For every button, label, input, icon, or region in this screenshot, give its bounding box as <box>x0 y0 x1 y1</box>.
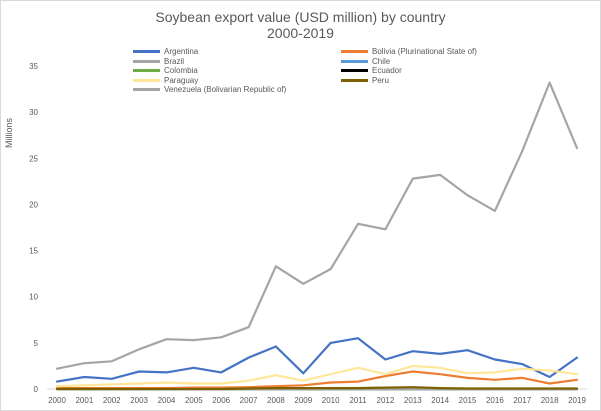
x-tick-label: 2009 <box>294 396 312 405</box>
legend-label: Colombia <box>164 66 198 75</box>
x-tick-label: 2010 <box>322 396 340 405</box>
y-tick-label: 10 <box>29 293 38 302</box>
x-tick-label: 2002 <box>103 396 121 405</box>
legend-item: Bolivia (Plurinational State of) <box>341 46 477 57</box>
y-tick-label: 5 <box>34 339 39 348</box>
legend-swatch <box>341 69 368 72</box>
x-tick-label: 2017 <box>513 396 531 405</box>
legend-item: Peru <box>341 75 389 86</box>
y-tick-label: 25 <box>29 154 38 163</box>
series-line-paraguay <box>55 364 579 388</box>
legend-swatch <box>133 50 160 53</box>
legend-item: Brazil <box>133 56 184 67</box>
legend-label: Paraguay <box>164 75 199 85</box>
legend-swatch <box>341 78 368 82</box>
x-tick-label: 2019 <box>568 396 586 405</box>
y-tick-label: 35 <box>29 62 38 71</box>
x-tick-label: 2003 <box>130 396 148 405</box>
legend-item: Paraguay <box>133 75 198 86</box>
x-tick-label: 2008 <box>267 396 285 405</box>
y-tick-label: 0 <box>34 385 39 394</box>
legend-item: Venezuela (Bolivarian Republic of) <box>133 84 286 95</box>
x-tick-label: 2007 <box>240 396 258 405</box>
legend-item: Argentina <box>133 46 198 57</box>
x-tick-label: 2004 <box>158 396 176 405</box>
y-tick-label: 30 <box>29 108 38 117</box>
legend-swatch <box>341 50 368 53</box>
x-tick-label: 2015 <box>459 396 477 405</box>
legend-swatch <box>133 78 160 82</box>
legend-label: Brazil <box>164 56 185 66</box>
legend-swatch <box>133 88 160 91</box>
x-tick-label: 2006 <box>212 396 230 405</box>
legend-label: Ecuador <box>372 66 402 75</box>
x-tick-label: 2014 <box>431 396 449 405</box>
x-tick-label: 2012 <box>377 396 395 405</box>
legend-item: Ecuador <box>341 65 402 76</box>
legend-swatch <box>341 59 368 63</box>
x-tick-label: 2005 <box>185 396 203 405</box>
chart-title: Soybean export value (USD million) by co… <box>155 9 446 25</box>
legend-swatch <box>133 69 160 72</box>
x-tick-label: 2011 <box>349 396 367 405</box>
chart-subtitle: 2000-2019 <box>267 25 334 41</box>
x-tick-label: 2013 <box>404 396 422 405</box>
x-tick-label: 2001 <box>75 396 93 405</box>
legend-item: Chile <box>341 56 390 67</box>
x-tick-label: 2016 <box>486 396 504 405</box>
series-line-brazil <box>55 81 579 370</box>
y-tick-label: 15 <box>29 247 38 256</box>
legend-swatch <box>133 59 160 63</box>
legend-item: Colombia <box>133 65 198 76</box>
series-line-argentina <box>55 337 579 383</box>
x-tick-label: 2018 <box>541 396 559 405</box>
y-tick-label: 20 <box>29 200 38 209</box>
legend-label: Venezuela (Bolivarian Republic of) <box>164 85 287 94</box>
legend-label: Argentina <box>164 47 199 56</box>
legend-label: Bolivia (Plurinational State of) <box>372 47 477 56</box>
x-tick-label: 2000 <box>48 396 66 405</box>
series-line-peru <box>55 386 579 391</box>
legend-label: Peru <box>372 75 389 85</box>
legend-label: Chile <box>372 56 391 66</box>
series-line-bolivia-plurinational-state-of <box>55 370 579 390</box>
